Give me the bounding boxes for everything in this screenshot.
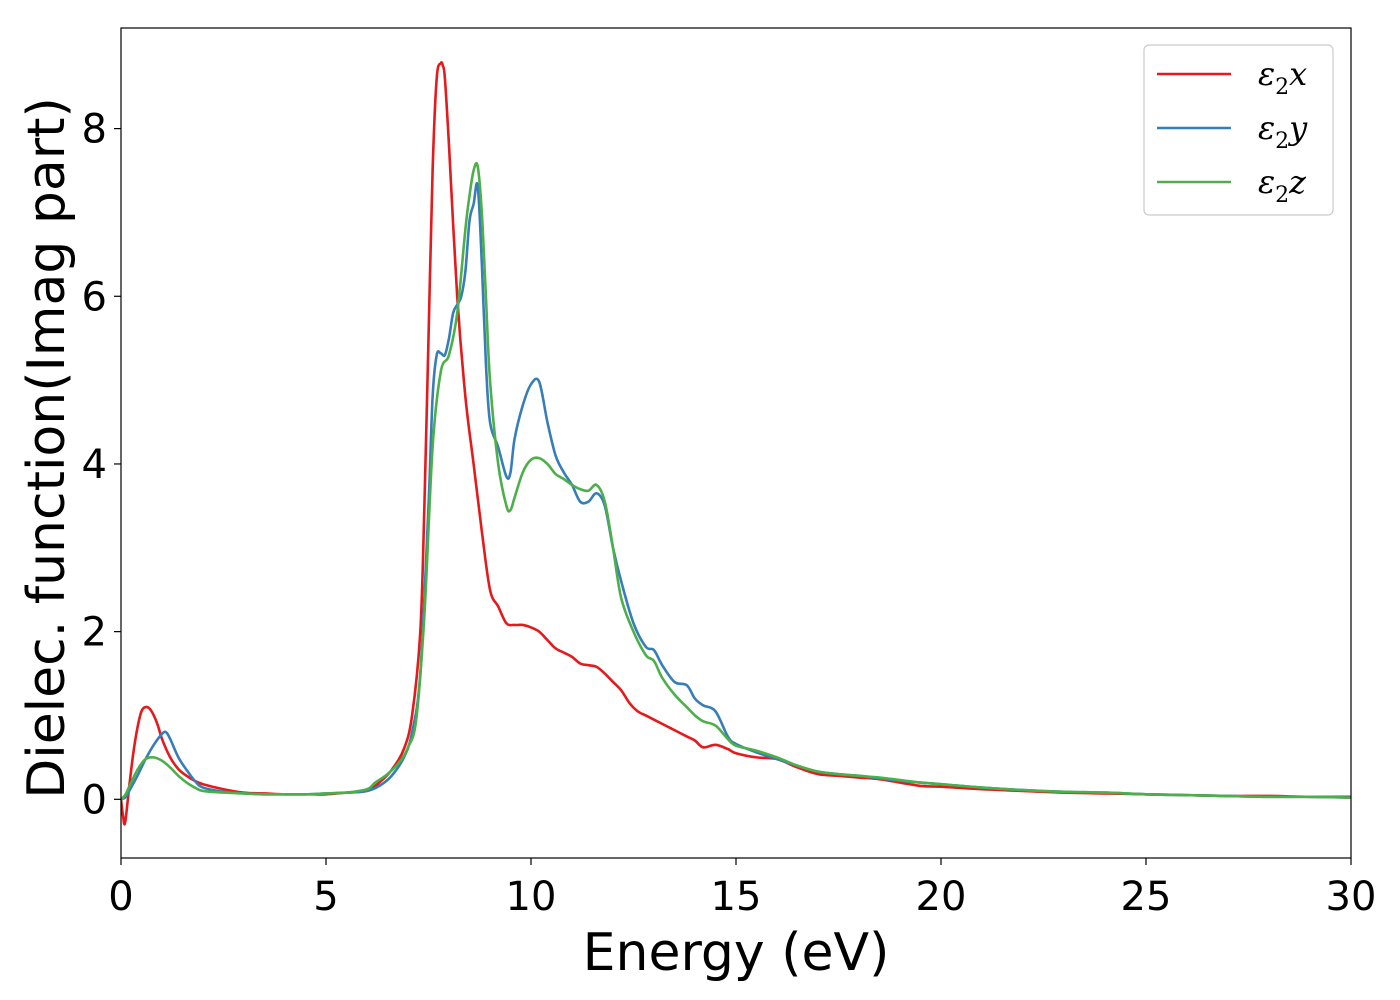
x-tick-label: 0 (108, 874, 133, 920)
x-axis-label: Energy (eV) (583, 923, 890, 983)
legend-label-y: ε2y (1258, 109, 1308, 154)
y-tick-label: 8 (82, 107, 107, 153)
x-tick-label: 20 (916, 874, 967, 920)
y-axis-ticks: 0 2 4 6 8 (82, 107, 121, 823)
series-line-z (121, 161, 1351, 801)
legend-label-x: ε2x (1258, 55, 1307, 100)
legend: ε2x ε2y ε2z (1143, 44, 1334, 216)
series-line-y (121, 182, 1351, 801)
legend-label-z: ε2z (1258, 163, 1307, 208)
legend-box (1143, 44, 1334, 216)
y-tick-label: 6 (82, 274, 107, 320)
y-tick-label: 2 (82, 610, 107, 656)
y-tick-label: 4 (82, 442, 107, 488)
x-tick-label: 30 (1326, 874, 1377, 920)
x-axis-ticks: 0 5 10 15 20 25 30 (108, 858, 1376, 920)
y-axis-label: Dielec. function(Imag part) (17, 97, 77, 799)
x-tick-label: 25 (1121, 874, 1172, 920)
x-tick-label: 5 (313, 874, 338, 920)
x-tick-label: 15 (711, 874, 762, 920)
x-tick-label: 10 (506, 874, 557, 920)
series-lines (121, 61, 1351, 826)
y-tick-label: 0 (82, 777, 107, 823)
